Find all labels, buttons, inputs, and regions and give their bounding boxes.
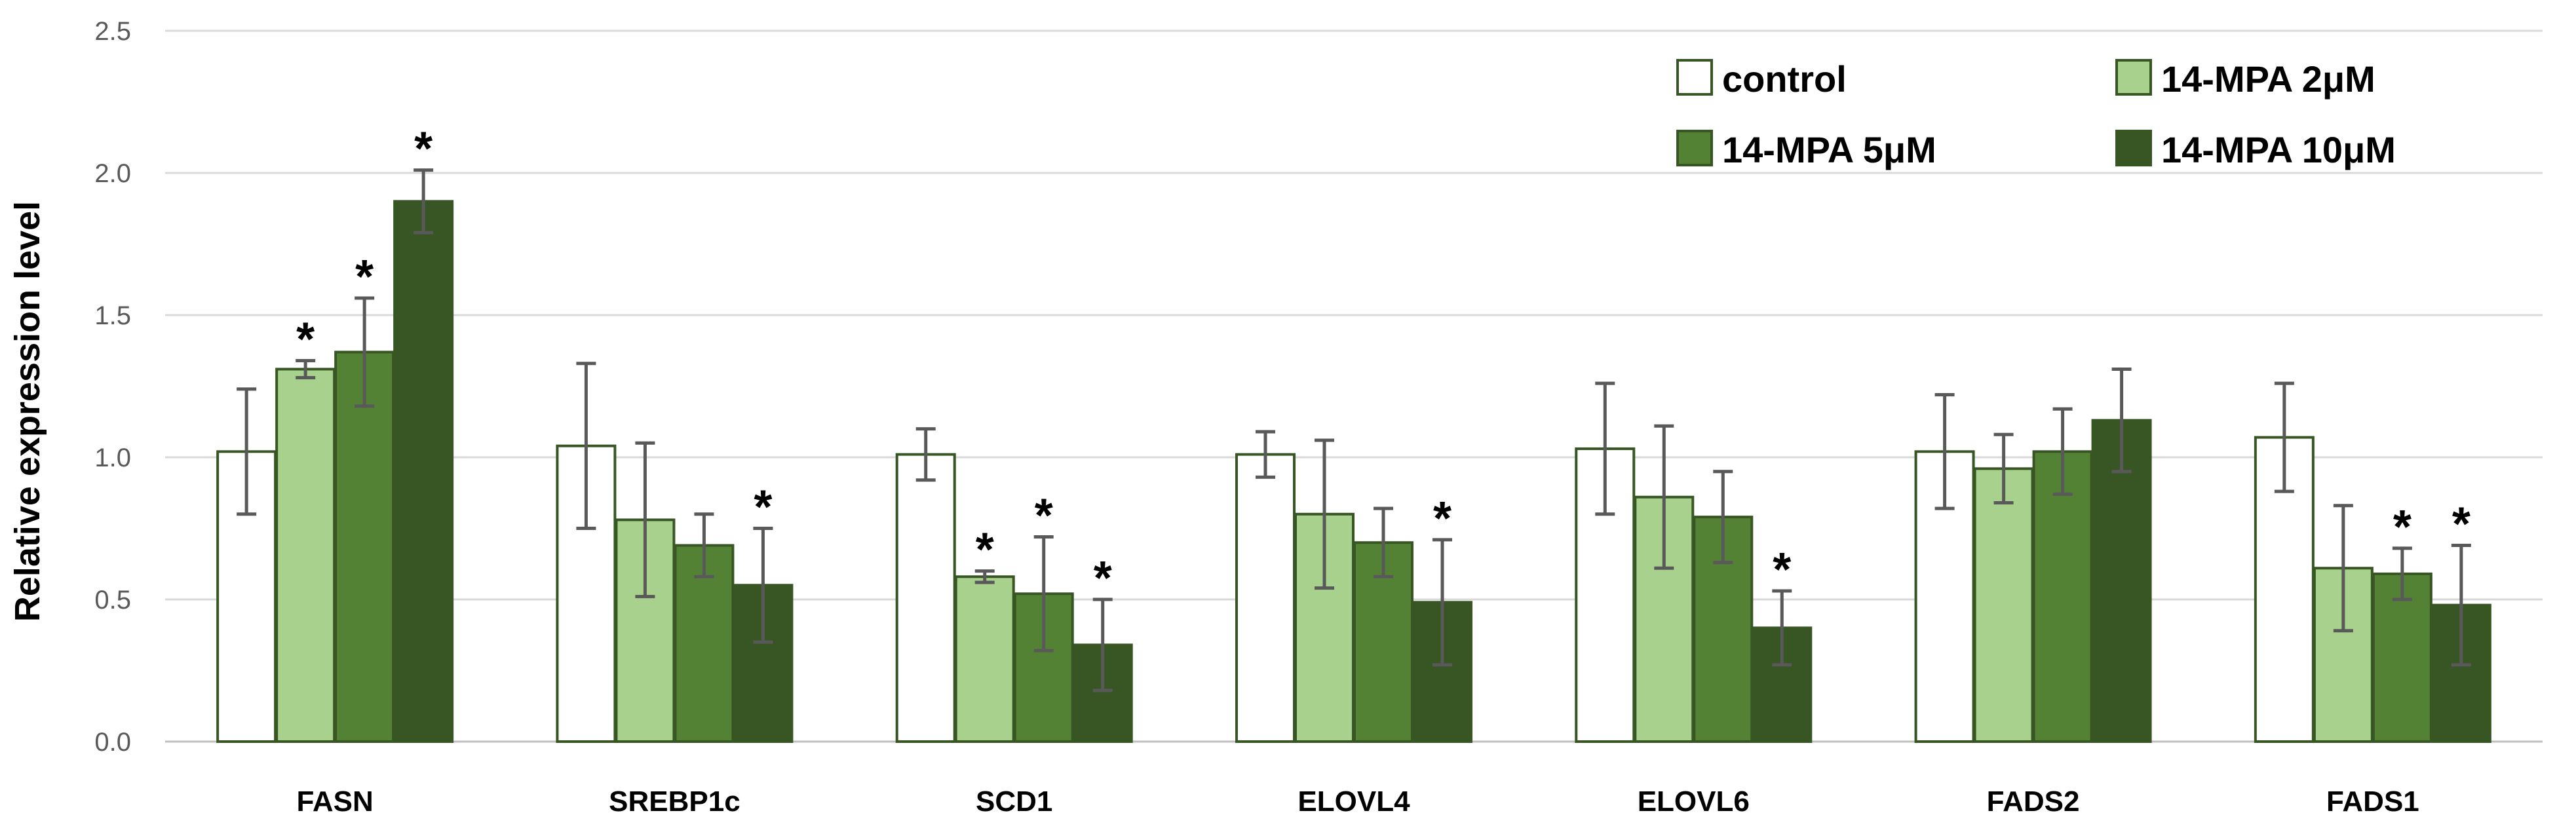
legend-label: 14-MPA 10μM — [2161, 129, 2396, 170]
y-axis-label: Relative expression level — [8, 201, 47, 622]
x-tick-label: SREBP1c — [609, 785, 740, 818]
legend-label: 14-MPA 5μM — [1722, 129, 1936, 170]
significance-marker: * — [1035, 490, 1053, 542]
significance-marker: * — [414, 123, 433, 176]
bar — [954, 575, 1015, 744]
y-tick-label: 2.5 — [94, 17, 131, 46]
bars — [216, 200, 2491, 744]
x-tick-label: SCD1 — [976, 785, 1052, 818]
x-tick-label: ELOVL6 — [1638, 785, 1750, 818]
bar — [895, 453, 956, 743]
y-tick-label: 1.0 — [94, 444, 131, 472]
x-tick-label: FADS1 — [2326, 785, 2419, 818]
legend: control 14-MPA 2μM 14-MPA 5μM 14-MPA 10μM — [1676, 58, 2396, 170]
bar — [275, 368, 336, 743]
significance-marker: * — [976, 524, 994, 577]
x-axis-categories: FASN SREBP1c SCD1 ELOVL4 ELOVL6 FADS2 FADS1 — [296, 785, 2419, 818]
x-tick-label: ELOVL4 — [1298, 785, 1410, 818]
bar — [1973, 467, 2034, 743]
legend-label: 14-MPA 2μM — [2161, 58, 2375, 100]
significance-markers: * * * * * * * * * * * — [296, 123, 2470, 605]
bar — [1235, 453, 1296, 743]
significance-marker: * — [1094, 552, 1112, 605]
y-tick-label: 1.5 — [94, 301, 131, 330]
legend-label: control — [1722, 58, 1847, 100]
y-tick-label: 2.0 — [94, 159, 131, 188]
bar — [334, 350, 395, 743]
significance-marker: * — [2452, 499, 2470, 551]
y-tick-label: 0.0 — [94, 728, 131, 757]
legend-swatch — [2115, 59, 2152, 96]
significance-marker: * — [296, 313, 315, 366]
significance-marker: * — [1773, 544, 1791, 596]
x-tick-label: FASN — [296, 785, 373, 818]
x-tick-label: FADS2 — [1987, 785, 2080, 818]
error-bars — [237, 168, 2471, 692]
bar — [393, 200, 454, 743]
significance-marker: * — [2393, 501, 2412, 554]
bar — [2431, 603, 2491, 743]
y-axis-ticks: 0.0 0.5 1.0 1.5 2.0 2.5 — [94, 17, 131, 757]
significance-marker: * — [754, 482, 772, 534]
legend-swatch — [2115, 130, 2152, 166]
y-tick-label: 0.5 — [94, 586, 131, 615]
significance-marker: * — [1433, 493, 1451, 545]
significance-marker: * — [355, 251, 374, 303]
legend-swatch — [1676, 130, 1713, 166]
legend-swatch — [1676, 59, 1713, 96]
